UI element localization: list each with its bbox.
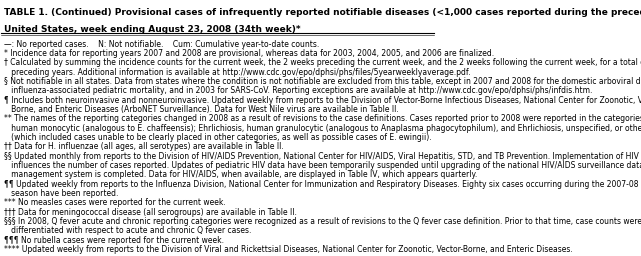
Text: United States, week ending August 23, 2008 (34th week)*: United States, week ending August 23, 20… xyxy=(4,25,300,34)
Text: ¶¶¶ No rubella cases were reported for the current week.: ¶¶¶ No rubella cases were reported for t… xyxy=(4,236,224,245)
Text: † Calculated by summing the incidence counts for the current week, the 2 weeks p: † Calculated by summing the incidence co… xyxy=(4,58,641,67)
Text: (which included cases unable to be clearly placed in other categories, as well a: (which included cases unable to be clear… xyxy=(4,133,431,142)
Text: influenza-associated pediatric mortality, and in 2003 for SARS-CoV. Reporting ex: influenza-associated pediatric mortality… xyxy=(4,86,592,95)
Text: differentiated with respect to acute and chronic Q fever cases.: differentiated with respect to acute and… xyxy=(4,227,251,236)
Text: § Not notifiable in all states. Data from states where the condition is not noti: § Not notifiable in all states. Data fro… xyxy=(4,77,641,86)
Text: †† Data for H. influenzae (all ages, all serotypes) are available in Table II.: †† Data for H. influenzae (all ages, all… xyxy=(4,142,283,151)
Text: §§ Updated monthly from reports to the Division of HIV/AIDS Prevention, National: §§ Updated monthly from reports to the D… xyxy=(4,152,641,161)
Text: influences the number of cases reported. Updates of pediatric HIV data have been: influences the number of cases reported.… xyxy=(4,161,641,170)
Text: ††† Data for meningococcal disease (all serogroups) are available in Table II.: ††† Data for meningococcal disease (all … xyxy=(4,208,296,217)
Text: ¶ Includes both neuroinvasive and nonneuroinvasive. Updated weekly from reports : ¶ Includes both neuroinvasive and nonneu… xyxy=(4,95,641,105)
Text: * Incidence data for reporting years 2007 and 2008 are provisional, whereas data: * Incidence data for reporting years 200… xyxy=(4,49,494,58)
Text: **** Updated weekly from reports to the Division of Viral and Rickettsial Diseas: **** Updated weekly from reports to the … xyxy=(4,245,572,254)
Text: management system is completed. Data for HIV/AIDS, when available, are displayed: management system is completed. Data for… xyxy=(4,170,477,179)
Text: human monocytic (analogous to E. chaffeensis); Ehrlichiosis, human granulocytic : human monocytic (analogous to E. chaffee… xyxy=(4,124,641,133)
Text: Borne, and Enteric Diseases (ArboNET Surveillance). Data for West Nile virus are: Borne, and Enteric Diseases (ArboNET Sur… xyxy=(4,105,398,114)
Text: *** No measles cases were reported for the current week.: *** No measles cases were reported for t… xyxy=(4,198,225,207)
Text: season have been reported.: season have been reported. xyxy=(4,189,118,198)
Text: ¶¶ Updated weekly from reports to the Influenza Division, National Center for Im: ¶¶ Updated weekly from reports to the In… xyxy=(4,180,641,189)
Text: preceding years. Additional information is available at http://www.cdc.gov/epo/d: preceding years. Additional information … xyxy=(4,68,470,77)
Text: —: No reported cases.    N: Not notifiable.    Cum: Cumulative year-to-date coun: —: No reported cases. N: Not notifiable.… xyxy=(4,39,319,49)
Text: §§§ In 2008, Q fever acute and chronic reporting categories were recognized as a: §§§ In 2008, Q fever acute and chronic r… xyxy=(4,217,641,226)
Text: TABLE 1. (Continued) Provisional cases of infrequently reported notifiable disea: TABLE 1. (Continued) Provisional cases o… xyxy=(4,7,641,17)
Text: ** The names of the reporting categories changed in 2008 as a result of revision: ** The names of the reporting categories… xyxy=(4,114,641,123)
